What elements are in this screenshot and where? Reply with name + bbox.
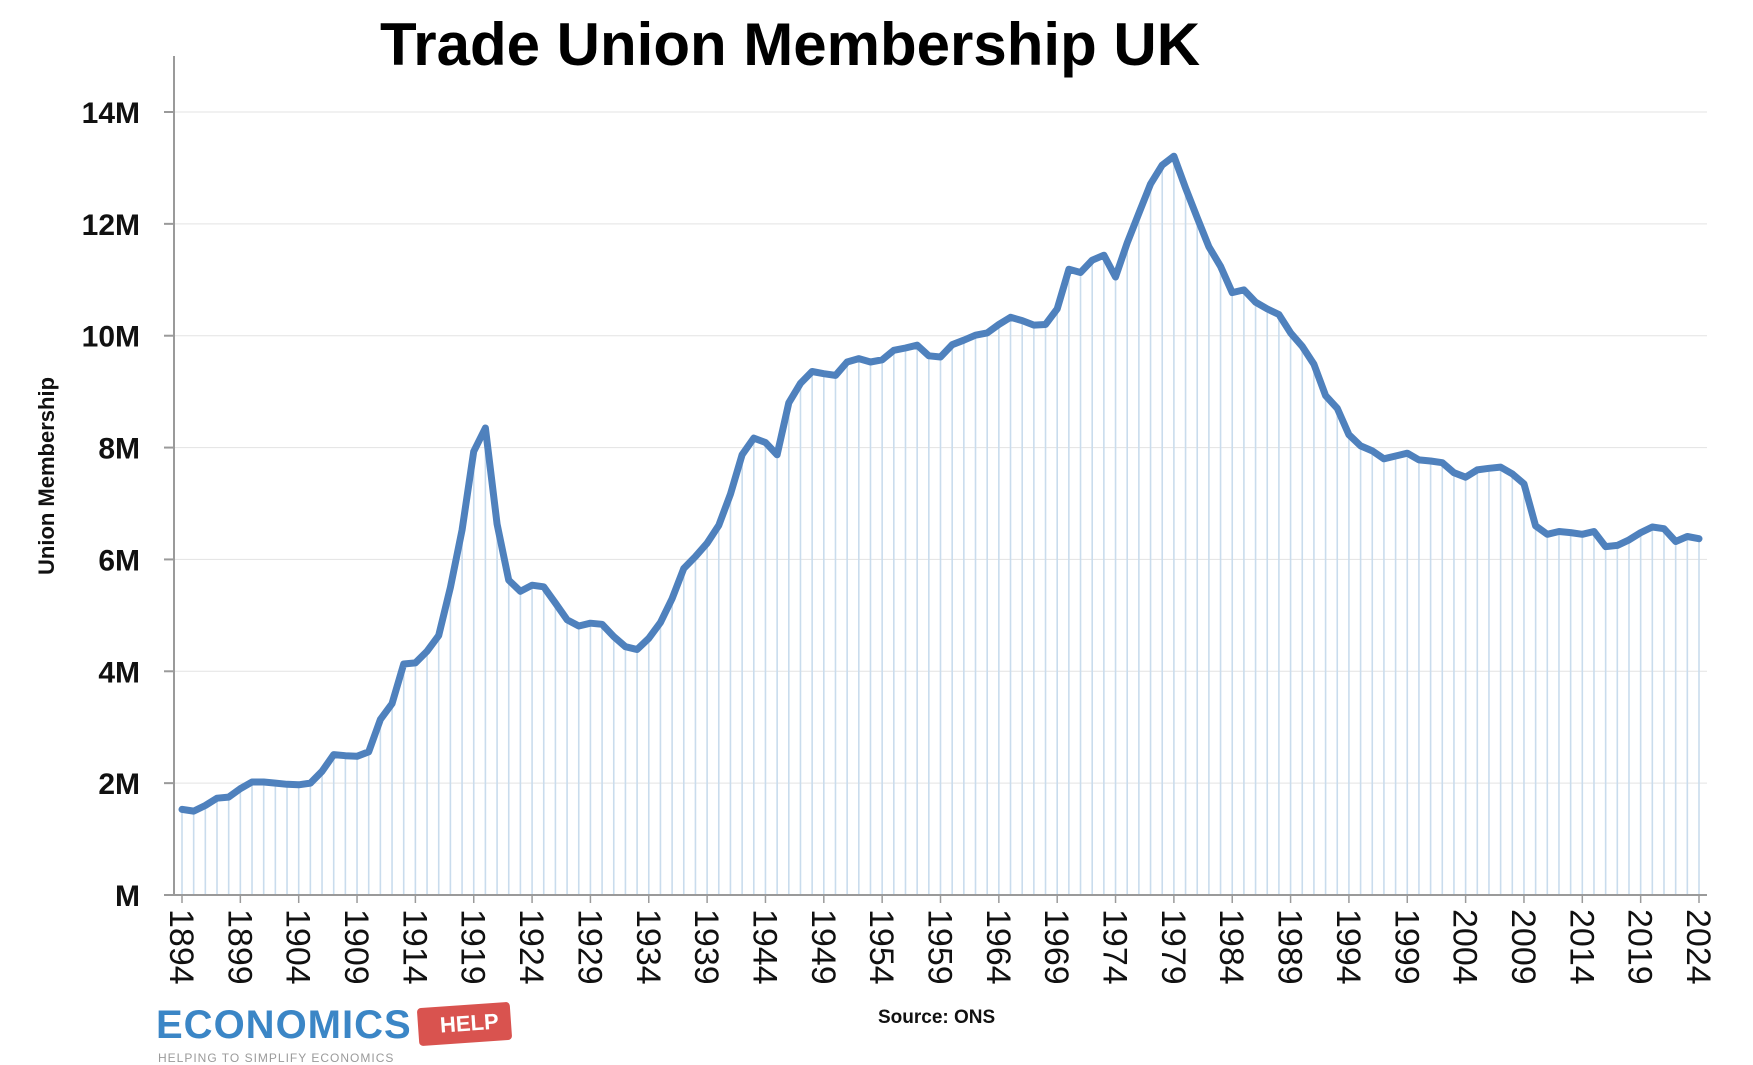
x-tick-label: 1964 <box>979 909 1017 985</box>
x-tick-label: 1929 <box>570 909 608 985</box>
x-tick-label: 1914 <box>395 909 433 985</box>
x-axis-ticks: 1894 1899 1904 1909 1914 1919 1924 1929 1934 1939… <box>162 895 1717 985</box>
x-tick-label: 1999 <box>1387 909 1425 985</box>
y-tick-label: 8M <box>98 433 140 466</box>
x-tick-label: 1939 <box>687 909 725 985</box>
x-tick-label: 2014 <box>1562 909 1600 985</box>
x-tick-label: 1954 <box>862 909 900 985</box>
source-note: Source: ONS <box>878 1007 996 1028</box>
area-fill-lines <box>181 156 1700 895</box>
logo-tagline: HELPING TO SIMPLIFY ECONOMICS <box>158 1051 395 1065</box>
x-tick-label: 1969 <box>1037 909 1075 985</box>
x-tick-label: 1899 <box>220 909 258 985</box>
x-tick-label: 1994 <box>1329 909 1367 985</box>
x-tick-label: 1919 <box>454 909 492 985</box>
logo-help-tag: HELP <box>416 1001 512 1047</box>
x-tick-label: 2019 <box>1621 909 1659 985</box>
y-axis-title: Union Membership <box>34 377 59 575</box>
y-tick-label: 14M <box>82 97 140 130</box>
y-tick-label: M <box>115 880 140 913</box>
x-tick-label: 1904 <box>279 909 317 985</box>
y-tick-label: 10M <box>82 321 140 354</box>
x-tick-label: 1909 <box>337 909 375 985</box>
y-tick-label: 12M <box>82 209 140 242</box>
chart-title: Trade Union Membership UK <box>379 11 1201 78</box>
x-tick-label: 2024 <box>1679 909 1717 985</box>
x-tick-label: 1894 <box>162 909 200 985</box>
x-tick-label: 1959 <box>921 909 959 985</box>
y-tick-label: 6M <box>98 544 140 577</box>
x-tick-label: 2004 <box>1446 909 1484 985</box>
x-tick-label: 1934 <box>629 909 667 985</box>
x-tick-label: 1979 <box>1154 909 1192 985</box>
x-tick-label: 1984 <box>1212 909 1250 985</box>
y-axis-ticks: M 2M 4M 6M 8M 10M 12M 14M <box>82 97 174 913</box>
membership-series-line <box>178 152 1703 815</box>
x-tick-label: 1944 <box>746 909 784 985</box>
economics-help-logo[interactable]: ECONOMICS HELP HELPING TO SIMPLIFY ECONO… <box>156 1001 516 1065</box>
x-tick-label: 1989 <box>1271 909 1309 985</box>
x-tick-label: 1974 <box>1096 909 1134 985</box>
x-tick-label: 2009 <box>1504 909 1542 985</box>
y-tick-label: 2M <box>98 768 140 801</box>
y-tick-label: 4M <box>98 656 140 689</box>
x-tick-label: 1924 <box>512 909 550 985</box>
logo-wordmark: ECONOMICS <box>156 1003 412 1047</box>
x-tick-label: 1949 <box>804 909 842 985</box>
